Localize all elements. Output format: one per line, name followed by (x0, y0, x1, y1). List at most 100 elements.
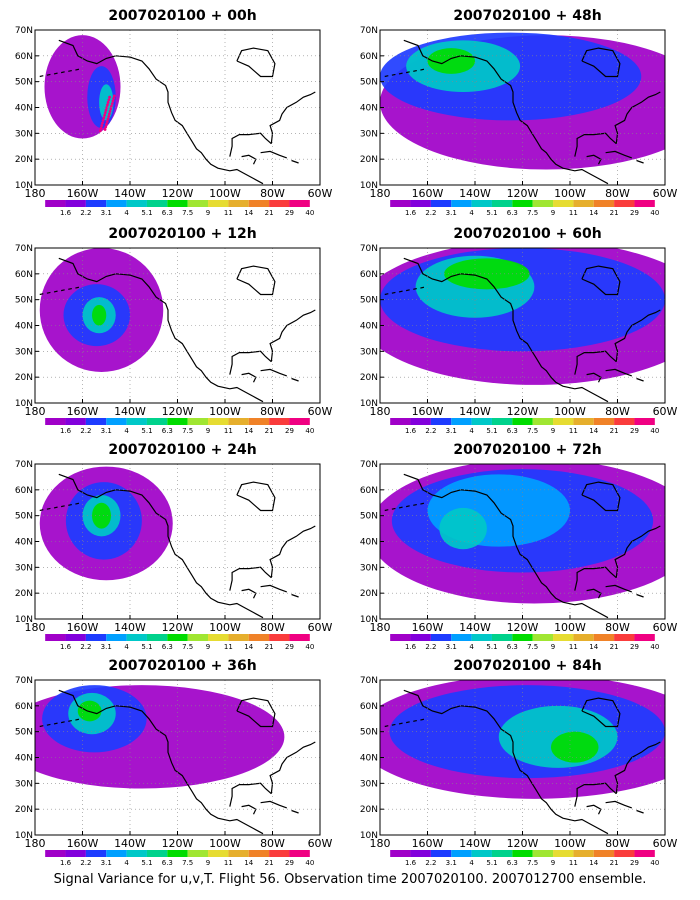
lon-label: 160W (67, 837, 99, 850)
colorbar-swatch (208, 418, 229, 425)
observation-point (107, 112, 111, 116)
coastline-segment (269, 91, 316, 144)
lon-label: 180 (370, 837, 391, 850)
lon-label: 120W (507, 187, 539, 200)
colorbar-swatch (228, 418, 249, 425)
variance-contour (427, 48, 475, 74)
island (68, 287, 72, 290)
colorbar-label: 1.6 (405, 643, 417, 651)
coastline-segment (605, 584, 633, 593)
colorbar-swatch (228, 850, 249, 857)
lat-label: 70N (15, 26, 33, 36)
coastline-segment (574, 782, 617, 807)
colorbar-label: 2.2 (80, 643, 91, 651)
colorbar-label: 1.6 (405, 209, 417, 217)
colorbar-swatch (187, 850, 209, 857)
island (384, 75, 389, 78)
coastline-segment (605, 800, 633, 809)
colorbar-label: 5.1 (141, 427, 152, 435)
colorbar-label: 3.1 (446, 427, 457, 435)
colorbar-label: 11 (224, 859, 233, 867)
colorbar-label: 6.3 (507, 209, 518, 217)
colorbar-swatch (228, 200, 249, 207)
colorbar-label: 4 (469, 209, 474, 217)
colorbar-swatch (614, 418, 635, 425)
colorbar-swatch (410, 850, 431, 857)
colorbar-swatch (146, 418, 168, 425)
map-panel-24h: 2007020100 + 24h 70N 60N 50N 40N 30N 20N 10N 18… (10, 442, 355, 657)
coastline-segment (260, 800, 288, 809)
observation-point (111, 99, 115, 103)
colorbar-swatch (248, 634, 270, 641)
coastline-segment (229, 350, 272, 375)
island (46, 73, 51, 76)
colorbar-label: 3.1 (446, 859, 457, 867)
lat-label: 30N (360, 347, 378, 357)
colorbar-swatch (248, 200, 270, 207)
colorbar-label: 1.6 (60, 427, 72, 435)
observation-point (104, 108, 108, 112)
colorbar-swatch (106, 200, 127, 207)
lon-label: 180 (370, 187, 391, 200)
colorbar-label: 14 (589, 209, 598, 217)
colorbar-label: 6.3 (507, 427, 518, 435)
variance-contour (77, 700, 102, 722)
lat-label: 50N (360, 728, 378, 738)
lon-label: 120W (162, 187, 194, 200)
colorbar-label: 29 (630, 643, 639, 651)
island (420, 718, 425, 721)
colorbar-swatch (614, 200, 635, 207)
lon-label: 100W (209, 187, 241, 200)
lat-label: 10N (15, 615, 33, 625)
lat-label: 60N (15, 486, 33, 496)
colorbar-swatch (146, 634, 168, 641)
colorbar-swatch (491, 418, 513, 425)
colorbar-label: 2.2 (425, 427, 436, 435)
colorbar-label: 9 (551, 859, 555, 867)
lon-label: 180 (25, 837, 46, 850)
colorbar-swatch (289, 418, 310, 425)
island (46, 723, 51, 726)
coastline-segment (581, 481, 621, 512)
lon-label: 140W (114, 621, 146, 634)
lat-label: 20N (15, 155, 33, 165)
colorbar-label: 3.1 (101, 427, 112, 435)
colorbar-swatch (593, 634, 615, 641)
island (46, 291, 51, 294)
lat-label: 20N (360, 589, 378, 599)
island (391, 507, 396, 510)
coastline-segment (291, 593, 299, 598)
island (53, 722, 58, 725)
coastline-segment (581, 47, 621, 78)
lat-label: 40N (15, 538, 33, 548)
colorbar-label: 40 (305, 643, 314, 651)
island (75, 502, 80, 505)
lon-label: 100W (209, 621, 241, 634)
lon-label: 140W (114, 187, 146, 200)
lon-label: 100W (554, 837, 586, 850)
observation-point (104, 125, 108, 129)
coastline-segment (229, 132, 272, 157)
lon-label: 60W (653, 405, 678, 418)
colorbar-swatch (208, 200, 229, 207)
colorbar-swatch (126, 634, 147, 641)
colorbar-label: 6.3 (507, 643, 518, 651)
colorbar-label: 14 (244, 209, 253, 217)
colorbar-swatch (269, 200, 290, 207)
colorbar-label: 5.1 (141, 859, 152, 867)
colorbar-label: 14 (244, 427, 253, 435)
panel-title: 2007020100 + 36h (108, 658, 257, 674)
colorbar-label: 3.1 (101, 643, 112, 651)
colorbar-swatch (167, 634, 188, 641)
lat-label: 30N (15, 129, 33, 139)
colorbar-label: 21 (265, 209, 274, 217)
colorbar-swatch (269, 850, 290, 857)
colorbar-label: 2.2 (425, 643, 436, 651)
colorbar-swatch (491, 634, 513, 641)
lat-label: 60N (15, 270, 33, 280)
colorbar-swatch (106, 634, 127, 641)
island (398, 722, 403, 725)
observation-point (103, 113, 106, 117)
coastline-segment (260, 368, 288, 377)
